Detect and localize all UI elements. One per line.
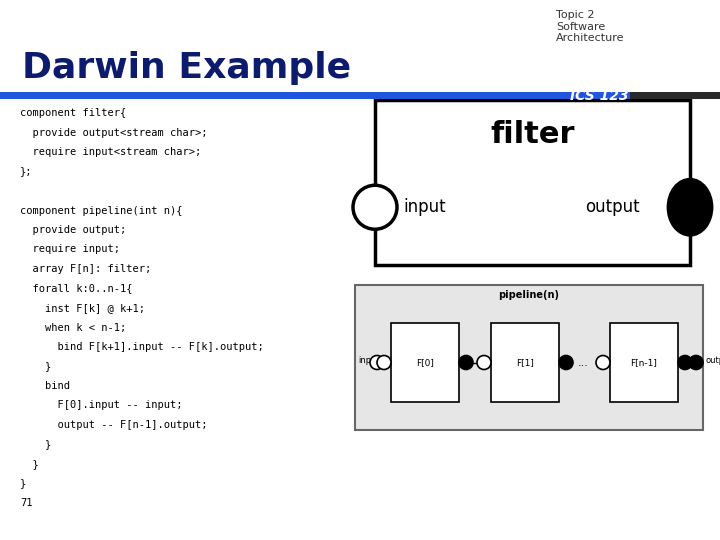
Text: filter: filter <box>490 120 575 149</box>
Text: provide output;: provide output; <box>20 225 126 235</box>
Text: pipeline(n): pipeline(n) <box>498 290 559 300</box>
Text: input: input <box>358 356 379 365</box>
Text: require input<stream char>;: require input<stream char>; <box>20 147 202 157</box>
Text: bind F[k+1].input -- F[k].output;: bind F[k+1].input -- F[k].output; <box>20 342 264 352</box>
Text: require input;: require input; <box>20 245 120 254</box>
Text: 71: 71 <box>20 498 32 508</box>
Text: }: } <box>20 459 39 469</box>
Text: };: }; <box>20 166 32 177</box>
Text: }: } <box>20 440 51 449</box>
Text: Topic 2
Software
Architecture: Topic 2 Software Architecture <box>556 10 624 43</box>
Text: F[n-1]: F[n-1] <box>631 358 657 367</box>
Circle shape <box>689 355 703 369</box>
Circle shape <box>559 355 573 369</box>
Bar <box>630 92 720 99</box>
Circle shape <box>477 355 491 369</box>
Text: }: } <box>20 361 51 372</box>
Circle shape <box>459 355 473 369</box>
Text: }: } <box>20 478 26 489</box>
Bar <box>375 100 690 265</box>
Circle shape <box>678 355 692 369</box>
Text: F[0]: F[0] <box>416 358 434 367</box>
Text: output -- F[n-1].output;: output -- F[n-1].output; <box>20 420 207 430</box>
Circle shape <box>370 355 384 369</box>
Text: F[1]: F[1] <box>516 358 534 367</box>
Text: ICS 123: ICS 123 <box>570 89 628 103</box>
Text: input: input <box>403 198 446 216</box>
Text: output: output <box>585 198 640 216</box>
Circle shape <box>596 355 610 369</box>
Circle shape <box>353 185 397 230</box>
Bar <box>491 322 559 402</box>
Text: output: output <box>705 356 720 365</box>
Text: F[0].input -- input;: F[0].input -- input; <box>20 401 182 410</box>
Ellipse shape <box>668 179 712 235</box>
Text: ...: ... <box>578 357 589 368</box>
Bar <box>610 322 678 402</box>
Text: provide output<stream char>;: provide output<stream char>; <box>20 127 207 138</box>
Bar <box>0 92 720 99</box>
Bar <box>391 322 459 402</box>
Text: when k < n-1;: when k < n-1; <box>20 322 126 333</box>
Text: component pipeline(int n){: component pipeline(int n){ <box>20 206 182 215</box>
Text: inst F[k] @ k+1;: inst F[k] @ k+1; <box>20 303 145 313</box>
Circle shape <box>377 355 391 369</box>
Text: array F[n]: filter;: array F[n]: filter; <box>20 264 151 274</box>
Text: forall k:0..n-1{: forall k:0..n-1{ <box>20 284 132 294</box>
Text: bind: bind <box>20 381 70 391</box>
Text: Darwin Example: Darwin Example <box>22 51 351 85</box>
Bar <box>355 285 703 430</box>
Text: component filter{: component filter{ <box>20 108 126 118</box>
